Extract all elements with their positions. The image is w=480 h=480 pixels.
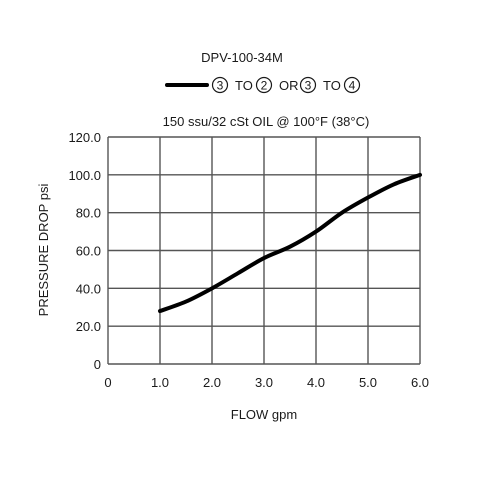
chart-title: DPV-100-34M (201, 50, 283, 65)
legend-port-circle (343, 76, 361, 94)
legend-text: TO (235, 78, 253, 93)
x-tick-label: 5.0 (359, 375, 377, 390)
legend-port-circle (299, 76, 317, 94)
y-tick-label: 120.0 (68, 130, 101, 145)
legend-text: TO (323, 78, 341, 93)
legend-port-circle (211, 76, 229, 94)
y-tick-label: 60.0 (76, 244, 101, 259)
legend-port-number: 3 (217, 79, 224, 93)
y-tick-labels: 0 20.0 40.0 60.0 80.0 100.0 120.0 (68, 130, 101, 372)
chart-subtitle: 150 ssu/32 cSt OIL @ 100°F (38°C) (163, 114, 370, 129)
legend-port-number: 4 (349, 79, 356, 93)
grid (107, 136, 421, 365)
x-tick-label: 1.0 (151, 375, 169, 390)
legend-port-number: 3 (305, 79, 312, 93)
legend-port-circle (255, 76, 273, 94)
legend: 3 TO 2 OR 3 TO 4 (165, 76, 361, 94)
x-tick-labels: 0 1.0 2.0 3.0 4.0 5.0 6.0 (104, 375, 429, 390)
y-tick-label: 100.0 (68, 168, 101, 183)
y-axis-label: PRESSURE DROP psi (36, 184, 51, 317)
x-axis-label: FLOW gpm (231, 407, 297, 422)
x-tick-label: 2.0 (203, 375, 221, 390)
x-tick-label: 3.0 (255, 375, 273, 390)
y-tick-label: 40.0 (76, 281, 101, 296)
y-tick-label: 0 (94, 357, 101, 372)
x-tick-label: 0 (104, 375, 111, 390)
x-tick-label: 4.0 (307, 375, 325, 390)
x-tick-label: 6.0 (411, 375, 429, 390)
legend-text: OR (279, 78, 299, 93)
y-tick-label: 20.0 (76, 319, 101, 334)
y-tick-label: 80.0 (76, 206, 101, 221)
series-layer (158, 172, 422, 314)
series-line (158, 172, 422, 314)
legend-port-number: 2 (261, 79, 268, 93)
